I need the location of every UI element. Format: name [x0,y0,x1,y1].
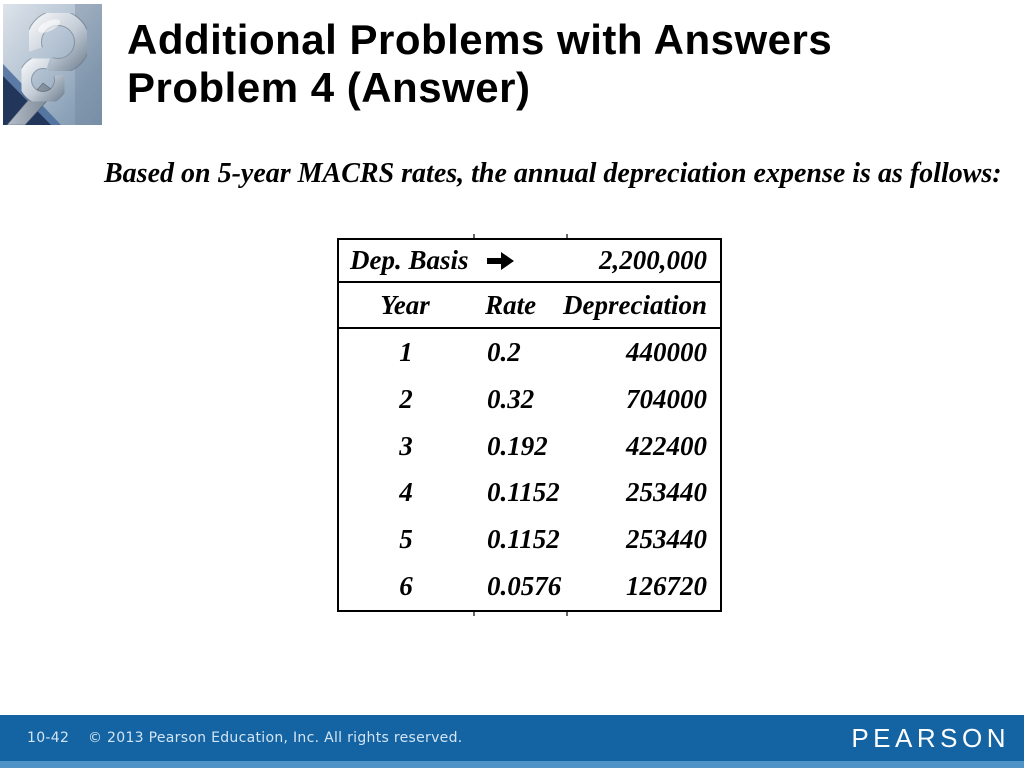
table-header-row: Year Rate Depreciation [339,283,720,329]
subtitle: Based on 5-year MACRS rates, the annual … [104,158,1002,189]
dep-basis-label: Dep. Basis [350,245,469,275]
gridline-stub [566,612,568,616]
table-row: 5 0.1152 253440 [339,516,720,563]
cell-depreciation: 422400 [626,430,707,461]
cell-year: 3 [399,430,413,461]
cell-rate: 0.2 [487,336,521,367]
column-header-depreciation: Depreciation [563,289,707,320]
table-row: 1 0.2 440000 [339,329,720,376]
footer-accent-strip [0,761,1024,768]
cell-year: 5 [399,524,413,555]
right-arrow-icon [487,251,515,271]
dep-basis-row: Dep. Basis 2,200,000 [339,240,720,283]
cell-depreciation: 440000 [626,336,707,367]
copyright-text: © 2013 Pearson Education, Inc. All right… [88,730,463,746]
depreciation-table: Dep. Basis 2,200,000 Year Rate Depreciat… [337,234,722,616]
cell-rate: 0.192 [487,430,548,461]
cell-year: 6 [399,571,413,602]
cell-rate: 0.32 [487,383,535,414]
title-line-1: Additional Problems with Answers [127,16,833,63]
cell-depreciation: 253440 [626,477,707,508]
slide-number: 10-42 [27,730,70,746]
cell-depreciation: 704000 [626,383,707,414]
gridline-stub [566,234,568,238]
table-body: 1 0.2 440000 2 0.32 704000 3 0.192 42240… [339,329,720,610]
cell-year: 1 [399,336,413,367]
cell-rate: 0.0576 [487,571,562,602]
footer-bar: 10-42 © 2013 Pearson Education, Inc. All… [0,715,1024,761]
cell-year: 2 [399,383,413,414]
table-row: 6 0.0576 126720 [339,563,720,610]
table-row: 2 0.32 704000 [339,376,720,423]
pearson-logo: PEARSON [851,722,1010,753]
table-row: 3 0.192 422400 [339,423,720,470]
title-line-2: Problem 4 (Answer) [127,64,531,111]
gridline-stub [473,234,475,238]
cell-year: 4 [399,477,413,508]
cell-rate: 0.1152 [487,524,560,555]
wrenches-photo [3,4,102,125]
column-header-year: Year [380,289,430,320]
page-title: Additional Problems with Answers Problem… [127,16,832,112]
cell-depreciation: 126720 [626,571,707,602]
table-row: 4 0.1152 253440 [339,469,720,516]
dep-basis-value: 2,200,000 [599,245,707,275]
gridline-stub [473,612,475,616]
cell-depreciation: 253440 [626,524,707,555]
cell-rate: 0.1152 [487,477,560,508]
column-header-rate: Rate [485,289,537,320]
